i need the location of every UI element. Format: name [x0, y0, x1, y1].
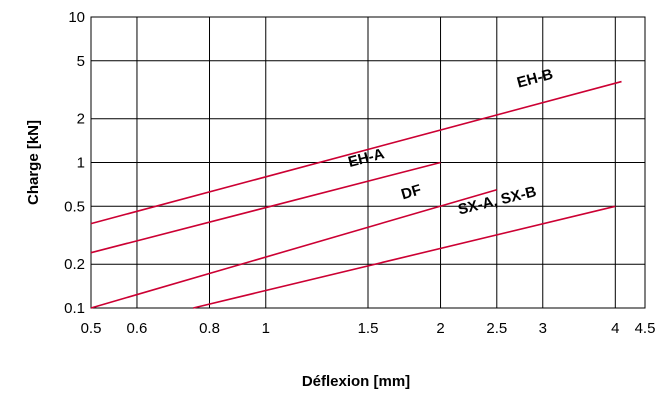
x-tick-label: 0.8: [199, 320, 220, 337]
y-tick-label: 0.5: [64, 198, 85, 215]
series-line: [90, 80, 622, 225]
series-label-group: EH-B: [515, 66, 555, 92]
x-tick-label: 3: [539, 320, 547, 337]
series-label: EH-B: [515, 66, 555, 92]
y-tick-label: 0.2: [64, 256, 85, 273]
y-tick-label: 2: [77, 111, 85, 128]
series-labels: EH-BEH-ADF SX-A, SX-B: [346, 66, 555, 219]
x-axis-title: Déflexion [mm]: [302, 373, 410, 390]
series-lines: [90, 80, 622, 309]
x-tick-label: 4.5: [635, 320, 656, 337]
series-label: DF: [399, 181, 423, 203]
y-axis-title: Charge [kN]: [25, 120, 42, 205]
x-tick-label: 1: [262, 320, 270, 337]
x-tick-label: 0.5: [81, 320, 102, 337]
x-tick-label: 2.5: [486, 320, 507, 337]
series-line: [90, 161, 441, 254]
y-axis-ticks: 0.1 0.2 0.5 1 2 5 10: [64, 9, 85, 317]
series-line: [193, 205, 616, 309]
x-tick-label: 1.5: [358, 320, 379, 337]
series-line: [90, 188, 498, 309]
y-tick-label: 1: [77, 155, 85, 172]
plot-frame: [90, 16, 646, 309]
y-tick-label: 5: [77, 53, 85, 70]
x-axis-ticks: 0.5 0.6 0.8 1 1.5 2 2.5 3 4 4.5: [81, 320, 656, 337]
x-tick-label: 4: [611, 320, 619, 337]
x-tick-label: 0.6: [127, 320, 148, 337]
x-tick-label: 2: [436, 320, 444, 337]
series-label-group: EH-A: [346, 145, 386, 171]
y-tick-label: 10: [68, 9, 85, 26]
y-tick-label: 0.1: [64, 300, 85, 317]
series-label-group: DF: [399, 181, 423, 203]
series-label: EH-A: [346, 145, 386, 171]
